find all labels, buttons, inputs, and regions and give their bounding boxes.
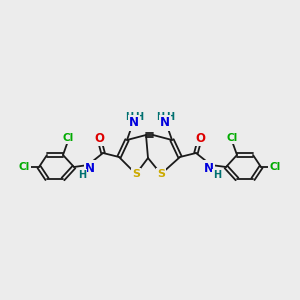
Text: S: S — [157, 169, 165, 179]
Text: N: N — [160, 116, 170, 130]
Text: Cl: Cl — [269, 162, 281, 172]
Text: H: H — [78, 170, 86, 180]
Text: N: N — [204, 161, 214, 175]
Text: S: S — [132, 169, 140, 179]
Text: H: H — [156, 112, 164, 122]
Text: H: H — [213, 170, 221, 180]
Text: N: N — [85, 161, 95, 175]
Text: H: H — [166, 112, 174, 122]
Text: Cl: Cl — [62, 133, 74, 143]
Text: Cl: Cl — [226, 133, 238, 143]
Text: Cl: Cl — [18, 162, 30, 172]
Text: H: H — [125, 112, 133, 122]
Text: O: O — [195, 131, 205, 145]
Text: O: O — [94, 131, 104, 145]
Text: H: H — [135, 112, 143, 122]
Text: N: N — [129, 116, 139, 130]
